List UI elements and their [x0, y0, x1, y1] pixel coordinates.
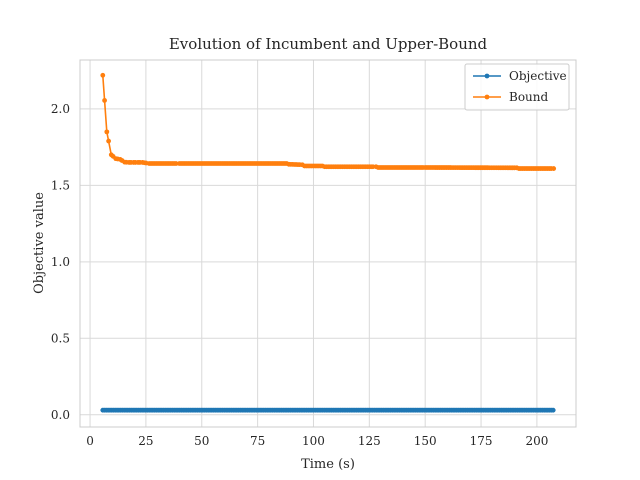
y-tick-label: 2.0 — [51, 102, 70, 116]
y-tick-label: 1.0 — [51, 255, 70, 269]
x-tick-label: 75 — [250, 434, 265, 448]
y-axis-title: Objective value — [32, 192, 47, 294]
data-point — [102, 98, 107, 103]
legend-label: Objective — [509, 69, 567, 83]
x-tick-label: 125 — [358, 434, 381, 448]
data-point — [100, 72, 106, 78]
x-tick-label: 175 — [470, 434, 493, 448]
x-ticks: 0 25 50 75 100 125 150 175 200 — [86, 434, 548, 448]
y-tick-label: 1.5 — [51, 178, 70, 192]
data-point — [550, 407, 556, 413]
series-bound — [100, 72, 557, 171]
x-tick-label: 100 — [302, 434, 325, 448]
x-tick-label: 25 — [138, 434, 153, 448]
legend-marker — [484, 73, 490, 79]
legend: Objective Bound — [464, 63, 570, 111]
data-point — [106, 138, 111, 144]
y-tick-label: 0.5 — [51, 331, 70, 345]
x-axis-title: Time (s) — [301, 457, 355, 472]
x-tick-label: 50 — [194, 434, 209, 448]
legend-item-objective: Objective — [473, 69, 567, 83]
chart-title: Evolution of Incumbent and Upper-Bound — [169, 35, 488, 53]
data-point — [551, 166, 557, 171]
legend-item-bound: Bound — [473, 90, 549, 104]
data-point — [173, 161, 179, 166]
series-objective — [100, 407, 556, 413]
plot-frame — [79, 59, 577, 428]
y-ticks: 0.0 0.5 1.0 1.5 2.0 — [51, 102, 70, 422]
x-tick-label: 0 — [86, 434, 94, 448]
grid — [80, 60, 576, 427]
y-tick-label: 0.0 — [51, 408, 70, 422]
data-point — [104, 129, 110, 135]
series-layer — [100, 72, 557, 413]
legend-marker — [484, 94, 490, 100]
x-tick-label: 200 — [525, 434, 548, 448]
x-tick-label: 150 — [414, 434, 437, 448]
legend-label: Bound — [509, 90, 549, 104]
